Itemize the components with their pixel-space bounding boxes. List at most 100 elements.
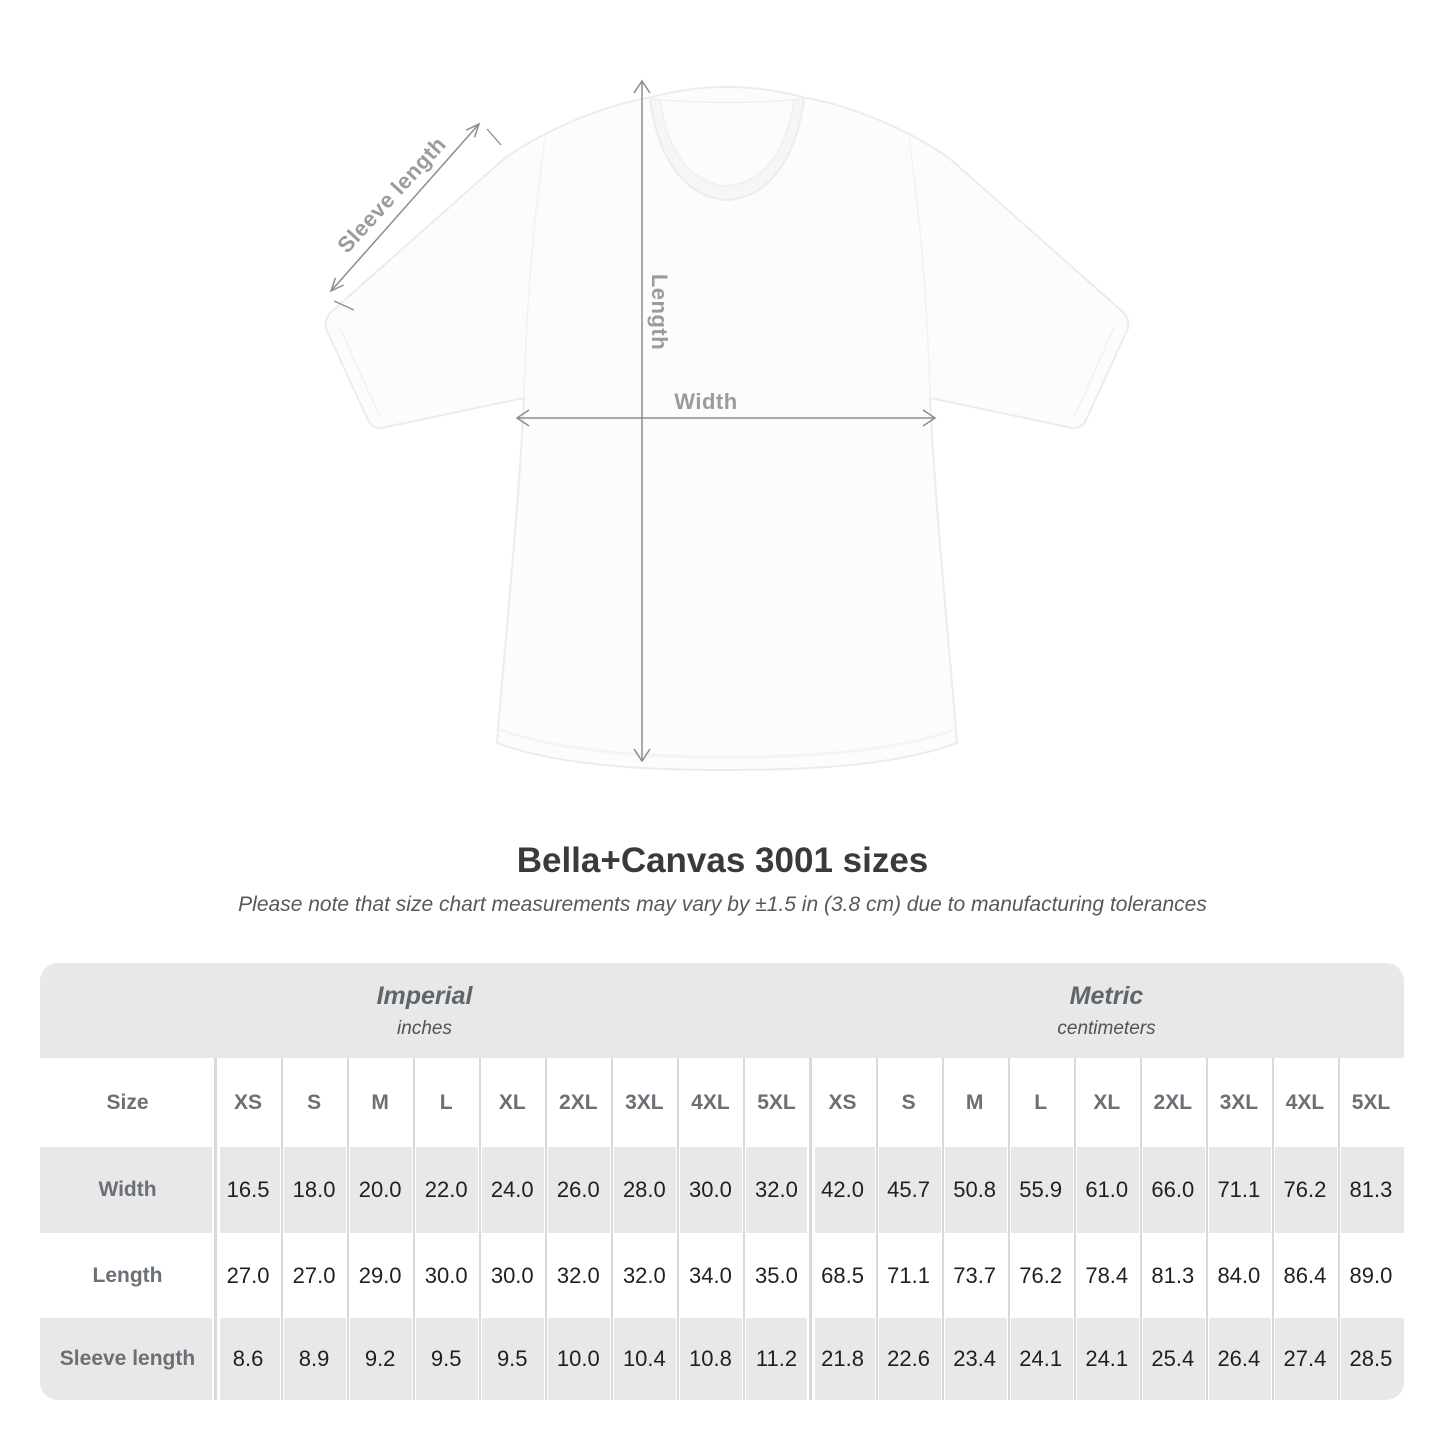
size-column-header: Size: [106, 1090, 149, 1114]
value-cell: 25.4: [1138, 1318, 1206, 1400]
row-label-width: Width: [98, 1178, 157, 1201]
size-cell: 5XL: [742, 1058, 809, 1147]
size-cell: 4XL: [676, 1058, 743, 1147]
value-cell: 26.0: [544, 1147, 611, 1233]
value-cell: 24.0: [478, 1147, 545, 1233]
size-cell: 2XL: [1138, 1058, 1206, 1147]
size-cell: XL: [478, 1058, 545, 1147]
size-cell: M: [940, 1058, 1008, 1147]
value-cell: 73.7: [940, 1233, 1008, 1318]
value-cell: 55.9: [1006, 1147, 1074, 1233]
value-cell: 84.0: [1204, 1233, 1272, 1318]
imperial-unit: inches: [397, 1017, 452, 1039]
row-label-sleeve-length: Sleeve length: [59, 1347, 196, 1370]
value-cell: 61.0: [1072, 1147, 1140, 1233]
value-cell: 24.1: [1006, 1318, 1074, 1400]
value-cell: 27.0: [280, 1233, 347, 1318]
page-title: Bella+Canvas 3001 sizes: [516, 841, 929, 880]
size-cell: M: [346, 1058, 413, 1147]
metric-section-header: Metric centimeters: [809, 963, 1404, 1058]
tshirt-shape: [324, 86, 1130, 772]
tolerance-note: Please note that size chart measurements…: [238, 893, 1207, 916]
value-cell: 86.4: [1270, 1233, 1338, 1318]
length-arrow: [633, 79, 651, 763]
value-cell: 32.0: [544, 1233, 611, 1318]
value-cell: 23.4: [940, 1318, 1008, 1400]
value-cell: 28.5: [1336, 1318, 1404, 1400]
size-cell: S: [280, 1058, 347, 1147]
length-row: Length 27.0 27.0 29.0 30.0 30.0 32.0 32.…: [40, 1233, 1404, 1318]
value-cell: 32.0: [610, 1233, 677, 1318]
value-cell: 42.0: [806, 1147, 876, 1233]
value-cell: 81.3: [1138, 1233, 1206, 1318]
value-cell: 76.2: [1270, 1147, 1338, 1233]
value-cell: 68.5: [806, 1233, 876, 1318]
value-cell: 20.0: [346, 1147, 413, 1233]
value-cell: 9.2: [346, 1318, 413, 1400]
value-cell: 66.0: [1138, 1147, 1206, 1233]
width-arrow: [515, 409, 937, 427]
value-cell: 34.0: [676, 1233, 743, 1318]
row-label-length: Length: [92, 1263, 163, 1287]
value-cell: 30.0: [478, 1233, 545, 1318]
tshirt-illustration: [324, 79, 1130, 772]
size-cell: XL: [1072, 1058, 1140, 1147]
value-cell: 30.0: [676, 1147, 743, 1233]
value-cell: 10.4: [610, 1318, 677, 1400]
size-cell: XS: [211, 1058, 281, 1147]
value-cell: 10.8: [676, 1318, 743, 1400]
metric-label: Metric: [1069, 981, 1144, 1010]
value-cell: 50.8: [940, 1147, 1008, 1233]
tshirt-diagram: Sleeve length Length Width: [324, 79, 1130, 772]
size-cell: XS: [806, 1058, 876, 1147]
value-cell: 35.0: [742, 1233, 809, 1318]
value-cell: 28.0: [610, 1147, 677, 1233]
value-cell: 9.5: [478, 1318, 545, 1400]
sleeve-length-row: Sleeve length 8.6 8.9 9.2 9.5 9.5 10.0 1…: [40, 1318, 1404, 1400]
value-cell: 89.0: [1336, 1233, 1404, 1318]
value-cell: 10.0: [544, 1318, 611, 1400]
size-cell: 4XL: [1270, 1058, 1338, 1147]
metric-unit: centimeters: [1057, 1017, 1156, 1039]
size-cell: 3XL: [1204, 1058, 1272, 1147]
sleeve-length-arrow: [329, 122, 502, 311]
size-cell: L: [1006, 1058, 1074, 1147]
value-cell: 29.0: [346, 1233, 413, 1318]
value-cell: 11.2: [742, 1318, 809, 1400]
size-cell: 2XL: [544, 1058, 611, 1147]
value-cell: 21.8: [806, 1318, 876, 1400]
value-cell: 30.0: [412, 1233, 479, 1318]
table-header: Imperial inches Metric centimeters: [40, 963, 1404, 1058]
imperial-section-header: Imperial inches: [40, 963, 809, 1058]
value-cell: 8.6: [211, 1318, 281, 1400]
value-cell: 71.1: [1204, 1147, 1272, 1233]
value-cell: 18.0: [280, 1147, 347, 1233]
size-cell: S: [874, 1058, 942, 1147]
size-cell: 3XL: [610, 1058, 677, 1147]
size-table: Imperial inches Metric centimeters Size …: [40, 963, 1404, 1400]
value-cell: 26.4: [1204, 1318, 1272, 1400]
value-cell: 22.0: [412, 1147, 479, 1233]
value-cell: 16.5: [211, 1147, 281, 1233]
width-row: Width 16.5 18.0 20.0 22.0 24.0 26.0 28.0…: [40, 1147, 1404, 1233]
imperial-label: Imperial: [376, 981, 473, 1010]
value-cell: 9.5: [412, 1318, 479, 1400]
size-header-row: Size XS S M L XL 2XL 3XL 4XL 5XL XS S M …: [40, 1058, 1404, 1147]
value-cell: 22.6: [874, 1318, 942, 1400]
size-cell: L: [412, 1058, 479, 1147]
value-cell: 76.2: [1006, 1233, 1074, 1318]
value-cell: 8.9: [280, 1318, 347, 1400]
length-label: Length: [647, 273, 672, 351]
value-cell: 78.4: [1072, 1233, 1140, 1318]
value-cell: 24.1: [1072, 1318, 1140, 1400]
value-cell: 27.0: [211, 1233, 281, 1318]
value-cell: 71.1: [874, 1233, 942, 1318]
size-cell: 5XL: [1336, 1058, 1404, 1147]
value-cell: 45.7: [874, 1147, 942, 1233]
value-cell: 81.3: [1336, 1147, 1404, 1233]
value-cell: 27.4: [1270, 1318, 1338, 1400]
dimension-arrows: [329, 79, 937, 763]
width-label: Width: [674, 389, 738, 414]
value-cell: 32.0: [742, 1147, 809, 1233]
